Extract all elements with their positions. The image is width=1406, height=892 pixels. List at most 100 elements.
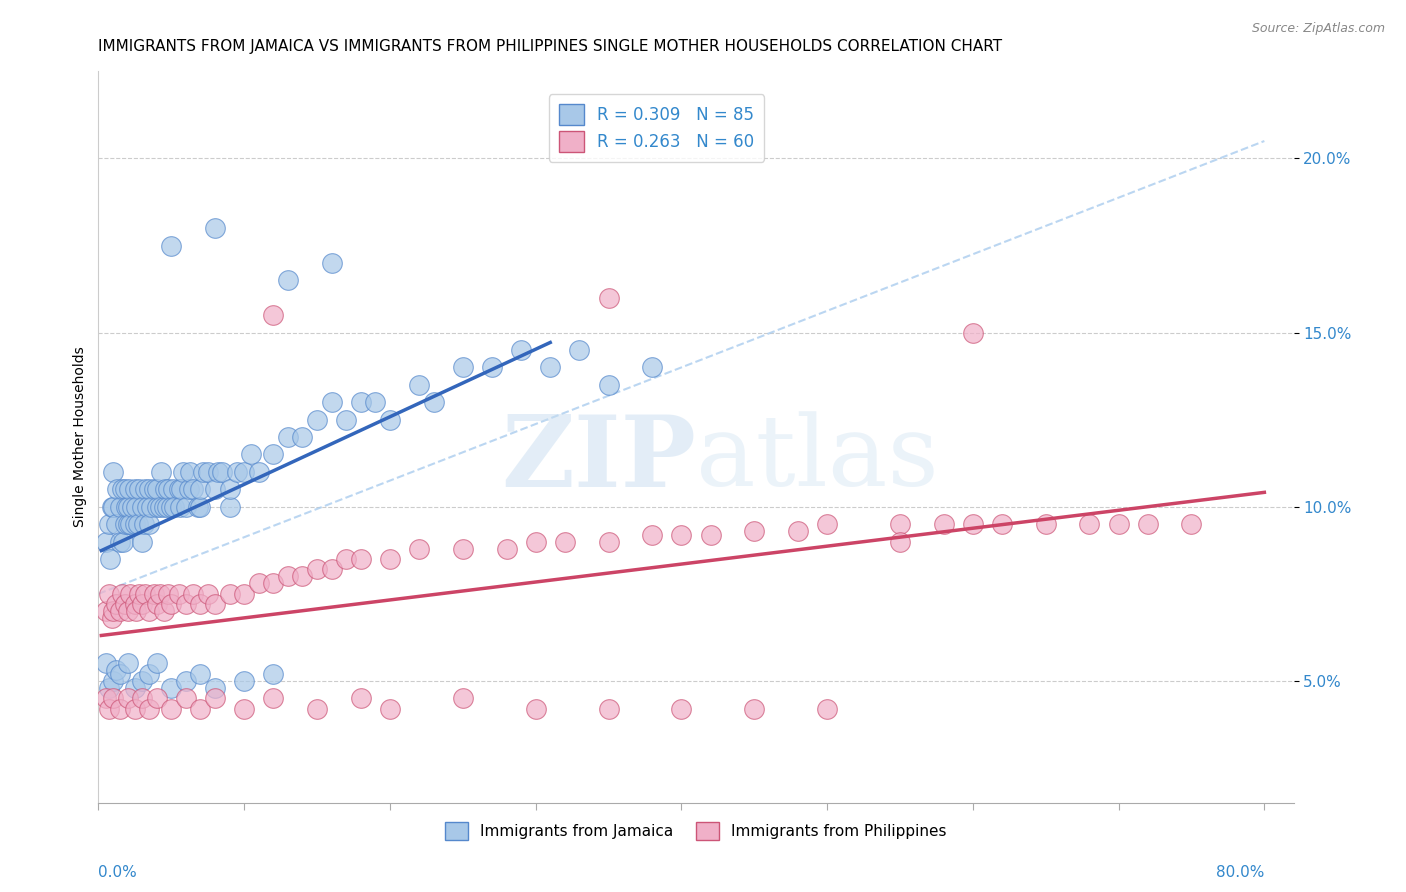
Point [132, 517, 155, 532]
Point [101, 500, 124, 514]
Point [120, 587, 142, 601]
Point [111, 587, 134, 601]
Point [568, 343, 591, 357]
Point [641, 527, 664, 541]
Point [110, 667, 132, 681]
Point [451, 691, 474, 706]
Point [174, 500, 197, 514]
Point [218, 587, 240, 601]
Point [204, 681, 226, 695]
Point [112, 534, 135, 549]
Point [378, 412, 401, 426]
Point [149, 587, 172, 601]
Point [160, 681, 183, 695]
Point [218, 483, 240, 497]
Point [495, 541, 517, 556]
Point [408, 377, 430, 392]
Point [145, 691, 167, 706]
Point [124, 681, 146, 695]
Point [378, 702, 401, 716]
Point [742, 702, 765, 716]
Point [169, 500, 191, 514]
Point [104, 597, 127, 611]
Point [510, 343, 533, 357]
Point [117, 657, 139, 671]
Point [408, 541, 430, 556]
Point [125, 604, 148, 618]
Point [742, 524, 765, 538]
Point [262, 308, 284, 322]
Point [142, 483, 165, 497]
Point [451, 360, 474, 375]
Point [889, 534, 911, 549]
Point [277, 430, 299, 444]
Point [153, 500, 176, 514]
Point [118, 483, 141, 497]
Point [364, 395, 387, 409]
Point [111, 483, 134, 497]
Point [225, 465, 247, 479]
Point [181, 587, 204, 601]
Point [149, 500, 172, 514]
Point [179, 465, 201, 479]
Point [167, 483, 190, 497]
Point [98, 552, 121, 566]
Point [155, 483, 177, 497]
Point [233, 702, 256, 716]
Point [131, 673, 153, 688]
Point [157, 587, 180, 601]
Point [291, 430, 314, 444]
Point [131, 597, 153, 611]
Text: 80.0%: 80.0% [1216, 865, 1264, 880]
Text: 0.0%: 0.0% [98, 865, 138, 880]
Y-axis label: Single Mother Households: Single Mother Households [73, 347, 87, 527]
Point [110, 702, 132, 716]
Point [598, 702, 620, 716]
Point [350, 552, 373, 566]
Point [815, 702, 838, 716]
Point [145, 597, 167, 611]
Point [105, 483, 128, 497]
Point [101, 691, 124, 706]
Point [100, 500, 122, 514]
Point [157, 483, 180, 497]
Point [204, 597, 226, 611]
Point [134, 483, 156, 497]
Point [321, 395, 343, 409]
Point [962, 326, 984, 340]
Point [335, 412, 357, 426]
Point [1136, 517, 1159, 532]
Point [160, 500, 183, 514]
Point [160, 702, 183, 716]
Point [124, 597, 146, 611]
Text: Source: ZipAtlas.com: Source: ZipAtlas.com [1251, 22, 1385, 36]
Point [97, 517, 120, 532]
Point [121, 500, 143, 514]
Point [1108, 517, 1130, 532]
Point [211, 465, 233, 479]
Point [145, 657, 167, 671]
Point [598, 534, 620, 549]
Point [145, 483, 167, 497]
Point [142, 587, 165, 601]
Point [671, 702, 693, 716]
Point [378, 552, 401, 566]
Point [240, 448, 263, 462]
Point [117, 517, 139, 532]
Point [1035, 517, 1057, 532]
Point [350, 691, 373, 706]
Point [233, 673, 256, 688]
Point [104, 664, 127, 678]
Point [110, 604, 132, 618]
Point [145, 500, 167, 514]
Point [110, 500, 132, 514]
Point [233, 465, 256, 479]
Point [138, 517, 160, 532]
Point [94, 534, 117, 549]
Point [101, 673, 124, 688]
Point [699, 527, 721, 541]
Point [815, 517, 838, 532]
Point [321, 256, 343, 270]
Point [150, 465, 173, 479]
Point [174, 691, 197, 706]
